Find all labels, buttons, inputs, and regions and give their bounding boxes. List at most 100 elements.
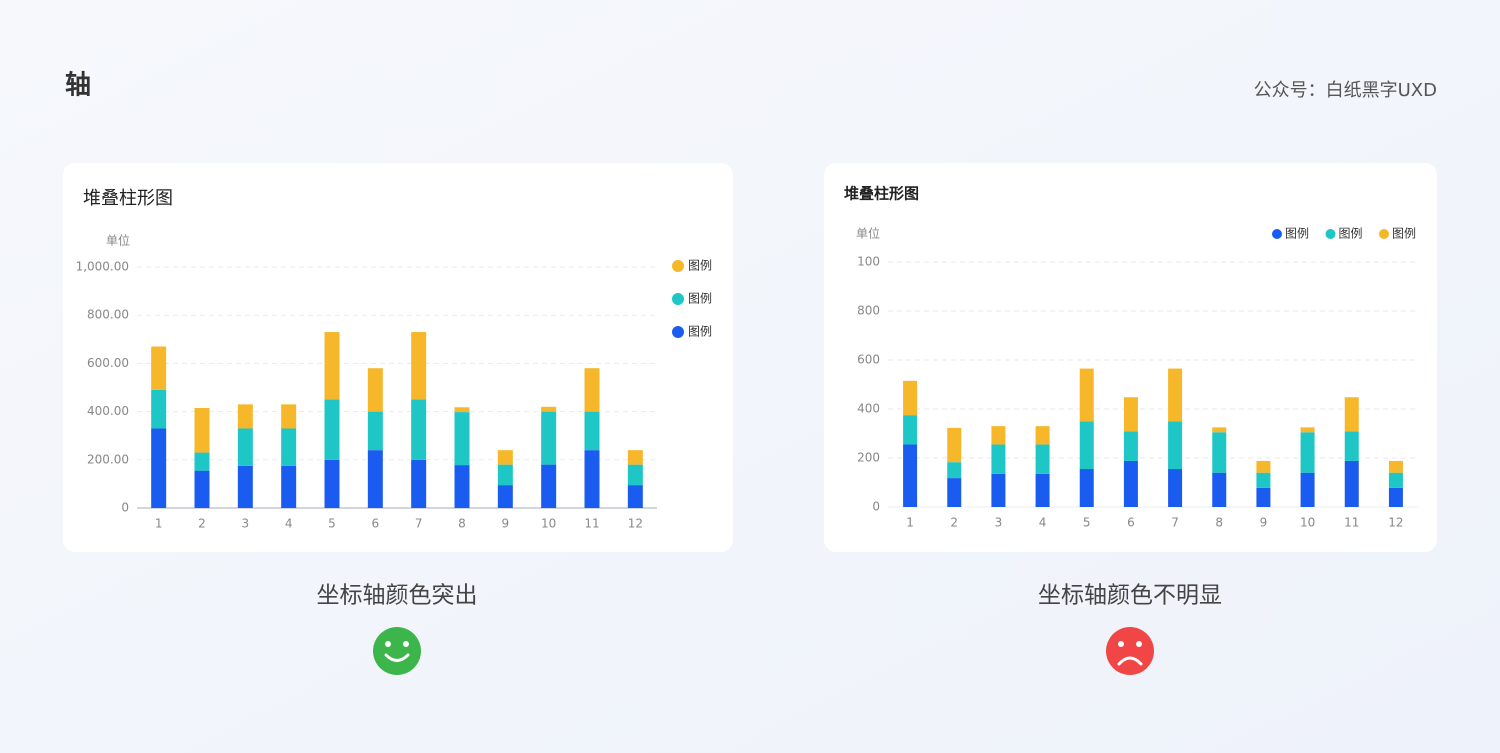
x-tick-label: 7 bbox=[415, 517, 423, 531]
legend-label: 图例 bbox=[688, 259, 712, 273]
bar-segment bbox=[194, 470, 210, 508]
x-tick-label: 12 bbox=[1388, 516, 1403, 530]
author: 公众号：白纸黑字UXD bbox=[1254, 80, 1437, 101]
x-tick-label: 5 bbox=[328, 517, 336, 531]
x-tick-label: 8 bbox=[458, 517, 466, 531]
x-tick-label: 1 bbox=[906, 516, 914, 530]
bar-segment bbox=[367, 411, 383, 451]
bar-segment bbox=[1168, 421, 1183, 470]
bar-segment bbox=[367, 450, 383, 508]
x-tick-label: 10 bbox=[541, 517, 556, 531]
legend-swatch bbox=[672, 260, 684, 272]
bar-segment bbox=[1212, 472, 1227, 507]
bar-segment bbox=[151, 389, 167, 429]
x-tick-label: 4 bbox=[285, 517, 293, 531]
legend-label: 图例 bbox=[1285, 227, 1309, 241]
bar-segment bbox=[454, 407, 470, 413]
x-tick-label: 1 bbox=[155, 517, 163, 531]
bar-segment bbox=[1212, 427, 1227, 433]
bar-segment bbox=[151, 428, 167, 508]
good-icon bbox=[373, 627, 421, 675]
bar-segment bbox=[1123, 431, 1138, 461]
bar-segment bbox=[1388, 487, 1403, 507]
bar-segment bbox=[903, 415, 918, 445]
y-tick-label: 200 bbox=[857, 451, 880, 465]
bar-segment bbox=[947, 462, 962, 479]
bar-segment bbox=[497, 450, 513, 465]
y-tick-label: 0 bbox=[872, 500, 880, 514]
bar-segment bbox=[1388, 460, 1403, 473]
bar-segment bbox=[1035, 473, 1050, 507]
bar-segment bbox=[237, 428, 253, 466]
bar-segment bbox=[903, 380, 918, 416]
y-tick-label: 600.00 bbox=[87, 356, 129, 370]
x-tick-label: 3 bbox=[242, 517, 250, 531]
bar-segment bbox=[947, 478, 962, 507]
legend-swatch bbox=[1272, 229, 1282, 239]
x-tick-label: 9 bbox=[502, 517, 510, 531]
bar-segment bbox=[497, 464, 513, 486]
x-tick-label: 2 bbox=[198, 517, 206, 531]
bar-segment bbox=[281, 404, 297, 429]
x-tick-label: 4 bbox=[1039, 516, 1047, 530]
bar-segment bbox=[454, 412, 470, 466]
caption: 坐标轴颜色不明显 bbox=[1038, 583, 1222, 609]
bar-segment bbox=[1079, 368, 1094, 422]
bar-segment bbox=[991, 473, 1006, 507]
chart-title: 堆叠柱形图 bbox=[83, 188, 173, 209]
bar-segment bbox=[584, 411, 600, 451]
bar-segment bbox=[281, 428, 297, 466]
x-tick-label: 11 bbox=[1344, 516, 1359, 530]
bar-segment bbox=[411, 332, 427, 400]
bar-segment bbox=[541, 464, 557, 508]
bar-segment bbox=[947, 427, 962, 463]
x-tick-label: 5 bbox=[1083, 516, 1091, 530]
y-tick-label: 100 bbox=[857, 255, 880, 269]
bar-segment bbox=[1035, 426, 1050, 445]
bar-segment bbox=[237, 404, 253, 429]
x-tick-label: 3 bbox=[995, 516, 1003, 530]
bar-segment bbox=[1079, 421, 1094, 470]
bar-segment bbox=[1212, 432, 1227, 473]
bar-segment bbox=[367, 368, 383, 412]
bar-segment bbox=[627, 485, 643, 508]
bar-segment bbox=[1256, 460, 1271, 473]
card bbox=[63, 163, 733, 552]
legend-swatch bbox=[1379, 229, 1389, 239]
bar-segment bbox=[151, 346, 167, 390]
y-tick-label: 800 bbox=[857, 304, 880, 318]
bar-segment bbox=[584, 450, 600, 508]
bar-segment bbox=[1168, 368, 1183, 422]
bar-segment bbox=[1344, 397, 1359, 432]
bar-segment bbox=[454, 465, 470, 508]
bar-segment bbox=[1123, 397, 1138, 432]
x-tick-label: 10 bbox=[1300, 516, 1315, 530]
legend-label: 图例 bbox=[688, 292, 712, 306]
x-tick-label: 7 bbox=[1171, 516, 1179, 530]
bad-icon bbox=[1106, 627, 1154, 675]
bar-segment bbox=[627, 464, 643, 486]
bar-segment bbox=[497, 485, 513, 508]
bar-segment bbox=[1344, 460, 1359, 507]
bar-segment bbox=[1168, 469, 1183, 507]
bar-segment bbox=[991, 426, 1006, 445]
y-tick-label: 200.00 bbox=[87, 452, 129, 466]
y-tick-label: 1,000.00 bbox=[76, 260, 129, 274]
x-tick-label: 12 bbox=[628, 517, 643, 531]
bar-segment bbox=[1344, 431, 1359, 461]
y-axis-label: 单位 bbox=[856, 226, 880, 241]
legend-label: 图例 bbox=[1392, 227, 1416, 241]
x-tick-label: 6 bbox=[1127, 516, 1135, 530]
y-tick-label: 800.00 bbox=[87, 308, 129, 322]
bar-segment bbox=[1256, 472, 1271, 488]
bar-segment bbox=[1300, 472, 1315, 507]
bar-segment bbox=[324, 459, 340, 508]
bar-segment bbox=[1123, 460, 1138, 507]
bar-segment bbox=[281, 465, 297, 508]
bar-segment bbox=[903, 444, 918, 507]
bar-segment bbox=[541, 406, 557, 412]
x-tick-label: 9 bbox=[1260, 516, 1268, 530]
bar-segment bbox=[541, 411, 557, 465]
bar-segment bbox=[194, 407, 210, 453]
